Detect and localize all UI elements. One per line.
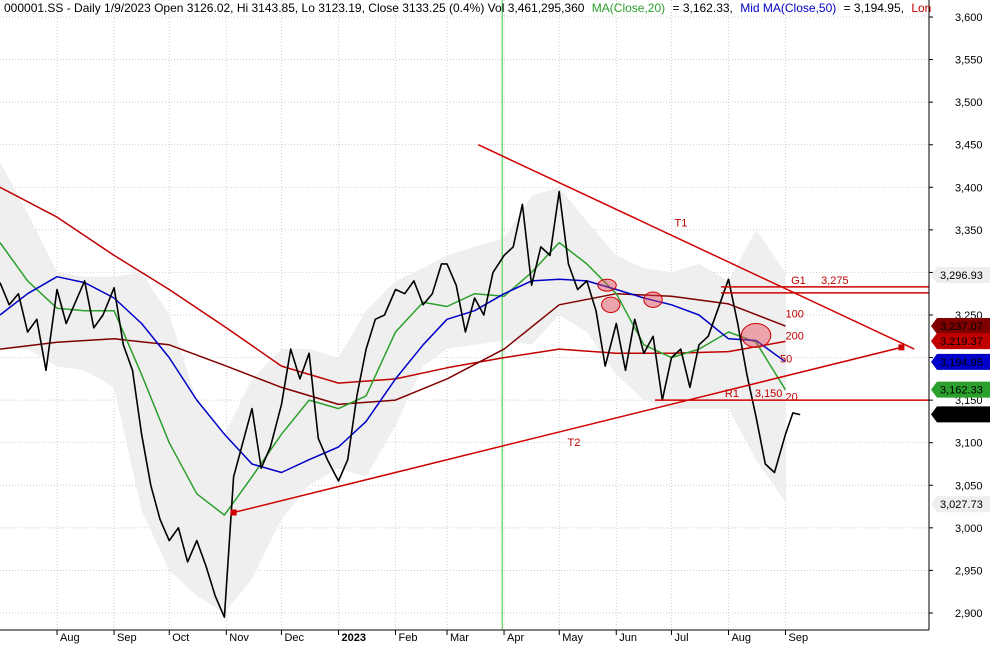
header-ma50-value: = 3,194.95, bbox=[844, 1, 904, 15]
x-tick-label: Mar bbox=[450, 632, 469, 644]
price-tag: 3,237.07 bbox=[931, 318, 990, 335]
y-tick-label: 3,100 bbox=[955, 438, 983, 450]
drawings: T1 T2 R1 3,150 G1 3,275 100 200 50 20 bbox=[230, 144, 929, 516]
price-tag-label: 3,162.33 bbox=[940, 385, 983, 397]
header-ma20-value: = 3,162.33, bbox=[672, 1, 732, 15]
trendline-label-t2: T2 bbox=[568, 437, 581, 449]
header-tail-label: Lon bbox=[911, 1, 931, 15]
ma-label-50: 50 bbox=[780, 353, 792, 365]
y-tick-label: 3,150 bbox=[955, 395, 983, 407]
series-line-mid-ma-close-50 bbox=[0, 275, 786, 474]
price-tag: 3,162.33 bbox=[931, 381, 990, 398]
y-tick-label: 2,950 bbox=[955, 565, 983, 577]
bollinger-band bbox=[0, 161, 786, 613]
series-lines bbox=[0, 186, 801, 619]
header-ma20-label: MA(Close,20) bbox=[592, 1, 665, 15]
band-fill bbox=[0, 161, 786, 613]
y-tick-label: 3,550 bbox=[955, 55, 983, 67]
x-tick-label: Oct bbox=[172, 632, 189, 644]
price-tag-label: 3,194.95 bbox=[940, 357, 983, 369]
price-tag: 3,027.73 bbox=[931, 496, 990, 513]
x-tick-label: Jul bbox=[674, 632, 688, 644]
y-tick-label: 3,600 bbox=[955, 12, 983, 24]
price-tags: 3,296.93 3,237.07 3,219.37 3,194.95 3,162.33… bbox=[931, 267, 990, 513]
hline-label-g1: G1 bbox=[791, 275, 806, 287]
price-tag: 3,133.25 bbox=[931, 406, 990, 423]
x-tick-label: 2023 bbox=[341, 632, 365, 644]
trendline-label-t1: T1 bbox=[674, 218, 687, 230]
price-tag-label: 3,133.25 bbox=[940, 409, 983, 421]
price-tag-bg bbox=[931, 333, 990, 350]
trendline-t2 bbox=[233, 346, 902, 514]
highlight-ellipse bbox=[601, 296, 621, 313]
price-tag-label: 3,219.37 bbox=[940, 336, 983, 348]
y-tick-label: 3,450 bbox=[955, 140, 983, 152]
x-tick-label: Aug bbox=[731, 632, 751, 644]
header-ticker-info: 000001.SS - Daily 1/9/2023 Open 3126.02,… bbox=[4, 1, 585, 15]
price-tag-bg bbox=[931, 496, 990, 513]
trendline-marker bbox=[898, 344, 905, 351]
price-tag-bg bbox=[931, 267, 990, 284]
price-tag-label: 3,237.07 bbox=[940, 321, 983, 333]
price-tag: 3,219.37 bbox=[931, 333, 990, 350]
y-tick-label: 2,900 bbox=[955, 608, 983, 620]
x-tick-label: Feb bbox=[399, 632, 418, 644]
trendline-marker bbox=[230, 509, 237, 516]
y-tick-label: 3,350 bbox=[955, 225, 983, 237]
x-tick-label: Jun bbox=[619, 632, 637, 644]
series-line-ma-100 bbox=[0, 292, 786, 406]
price-tag-label: 3,027.73 bbox=[940, 499, 983, 511]
x-tick-label: Nov bbox=[229, 632, 249, 644]
price-tag-bg bbox=[931, 406, 990, 423]
series-line-ma-close-20 bbox=[0, 241, 787, 516]
price-tag-bg bbox=[931, 381, 990, 398]
ma-label-200: 200 bbox=[786, 330, 804, 342]
y-tick-label: 3,500 bbox=[955, 97, 983, 109]
hline-value-r1: 3,150 bbox=[755, 388, 783, 400]
hline-label-r1: R1 bbox=[725, 388, 739, 400]
price-tag-label: 3,296.93 bbox=[940, 270, 983, 282]
price-tag-bg bbox=[931, 318, 990, 335]
highlight-ellipse bbox=[740, 323, 772, 348]
x-tick-label: Sep bbox=[789, 632, 809, 644]
highlight-ellipse bbox=[643, 291, 663, 308]
x-tick-label: Sep bbox=[117, 632, 137, 644]
x-tick-label: Aug bbox=[60, 632, 80, 644]
x-tick-label: May bbox=[562, 632, 583, 644]
series-line-000001-ss bbox=[0, 190, 801, 619]
ma-label-100: 100 bbox=[786, 308, 804, 320]
x-tick-label: Apr bbox=[507, 632, 524, 644]
y-tick-label: 3,400 bbox=[955, 182, 983, 194]
chart-header: 000001.SS - Daily 1/9/2023 Open 3126.02,… bbox=[4, 1, 931, 15]
price-tag: 3,194.95 bbox=[931, 353, 990, 370]
y-tick-label: 3,000 bbox=[955, 523, 983, 535]
price-tag: 3,296.93 bbox=[931, 267, 990, 284]
y-tick-label: 3,050 bbox=[955, 480, 983, 492]
header-ma50-label: Mid MA(Close,50) bbox=[740, 1, 836, 15]
highlight-ellipse bbox=[597, 278, 617, 292]
ma-label-20: 20 bbox=[786, 392, 798, 404]
x-tick-label: Dec bbox=[284, 632, 304, 644]
hline-value-g1: 3,275 bbox=[821, 275, 849, 287]
price-tag-bg bbox=[931, 353, 990, 370]
trendline-t1 bbox=[477, 144, 915, 350]
